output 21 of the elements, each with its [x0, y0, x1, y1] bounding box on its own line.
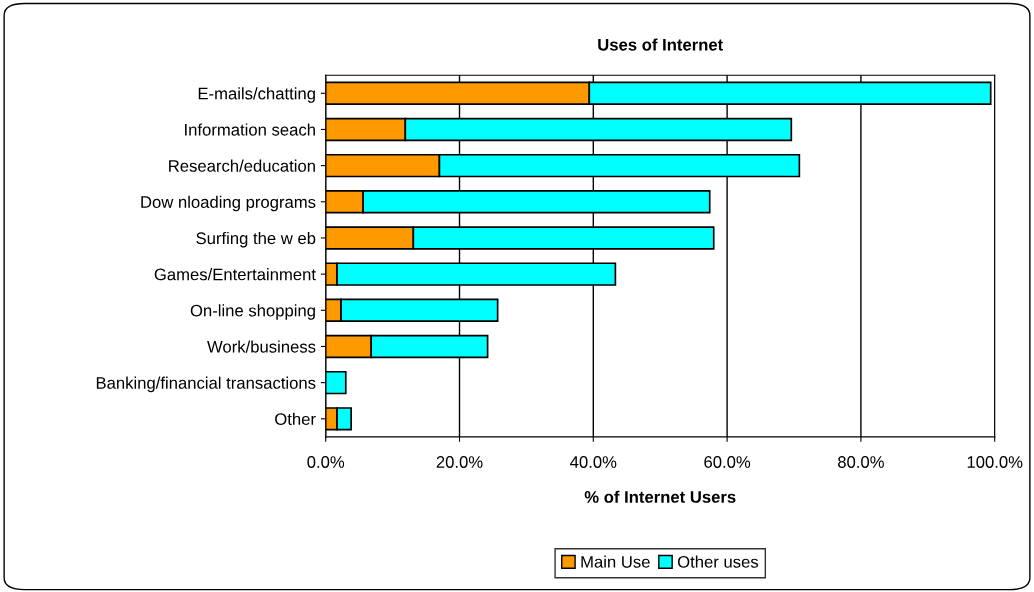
- y-tick-label: Dow nloading programs: [141, 195, 316, 212]
- y-tick-label: Work/business: [207, 340, 316, 353]
- chart-title: Uses of Internet: [598, 38, 723, 51]
- y-tick-label: Research/education: [169, 159, 315, 172]
- x-tick-label: 40.0%: [570, 456, 617, 468]
- legend-label: Other uses: [677, 555, 759, 568]
- legend-label: Main Use: [581, 555, 650, 568]
- x-tick-label: 0.0%: [307, 456, 345, 468]
- y-tick-label: Information seach: [185, 123, 315, 136]
- x-tick-label: 80.0%: [838, 456, 884, 468]
- y-tick-label: Banking/financial transactions: [96, 376, 316, 393]
- y-tick-label: Surfing the w eb: [196, 231, 316, 248]
- x-tick-label: 100.0%: [967, 456, 1023, 468]
- bar: [325, 370, 347, 395]
- y-tick-label: Other: [275, 412, 316, 426]
- y-tick-label: Games/Entertainment: [154, 268, 316, 281]
- y-tick-label: On-line shopping: [190, 304, 315, 320]
- x-axis-title: % of Internet Users: [584, 490, 736, 503]
- x-tick-label: 20.0%: [436, 456, 483, 468]
- y-tick-label: E-mails/chatting: [198, 87, 315, 103]
- x-tick-label: 60.0%: [704, 456, 751, 468]
